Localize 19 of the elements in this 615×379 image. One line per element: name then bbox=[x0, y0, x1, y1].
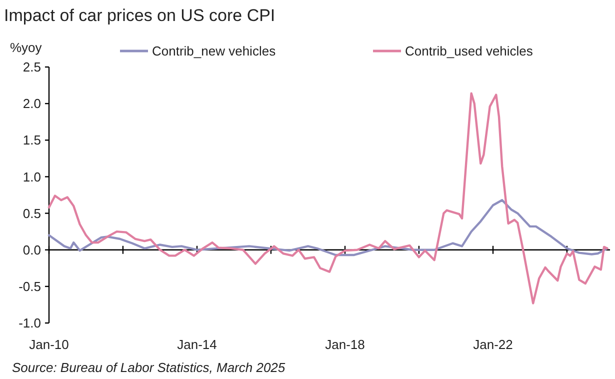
y-axis-title: %yoy bbox=[10, 40, 42, 55]
x-tick-label: Jan-14 bbox=[177, 337, 217, 352]
y-tick-label: 0.5 bbox=[22, 206, 41, 221]
y-tick-label: 1.0 bbox=[22, 169, 41, 184]
y-tick-label: 0.0 bbox=[22, 242, 41, 258]
legend-label: Contrib_used vehicles bbox=[405, 44, 534, 59]
y-tick-label: -0.5 bbox=[18, 278, 41, 294]
y-tick-label: 2.5 bbox=[22, 60, 41, 75]
y-tick-label: 2.0 bbox=[22, 96, 41, 112]
y-tick-label: -1.0 bbox=[18, 316, 41, 331]
x-tick-label: Jan-18 bbox=[325, 337, 365, 352]
line-series bbox=[48, 199, 608, 256]
y-tick-label: 1.5 bbox=[22, 132, 41, 148]
chart-title: Impact of car prices on US core CPI bbox=[4, 6, 276, 25]
x-tick-label: Jan-10 bbox=[29, 337, 69, 352]
line-series bbox=[48, 92, 608, 304]
source-note: Source: Bureau of Labor Statistics, March 2025 bbox=[12, 360, 286, 375]
legend-label: Contrib_new vehicles bbox=[152, 44, 276, 59]
x-tick-label: Jan-22 bbox=[473, 337, 513, 352]
